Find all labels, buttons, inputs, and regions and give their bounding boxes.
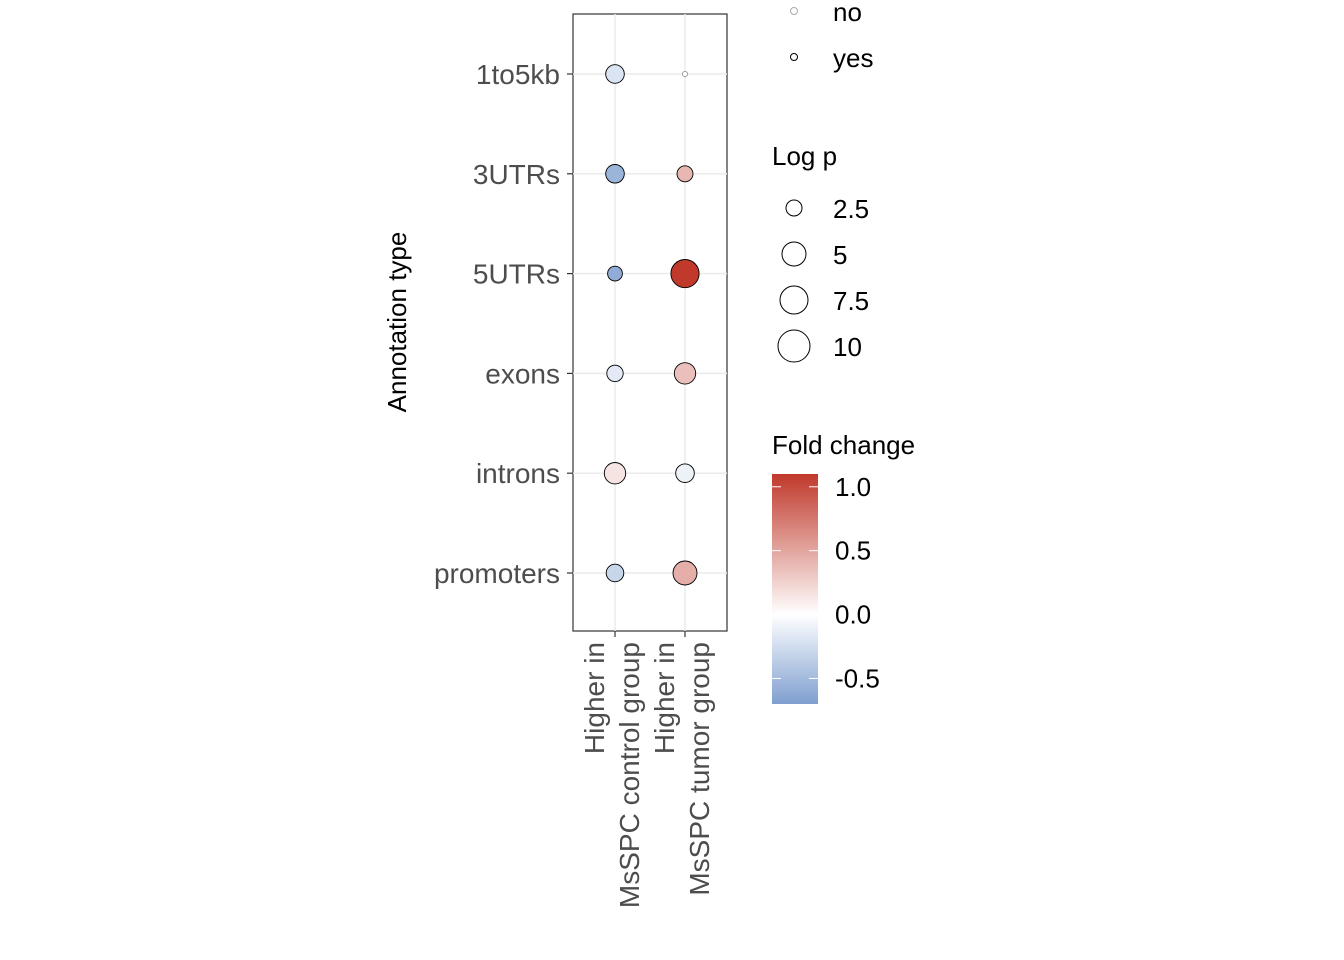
log-p-legend-title: Log p [772, 141, 837, 171]
point-promoters-1 [672, 560, 698, 586]
point-1to5kb-1 [681, 70, 689, 78]
x-tick-label-line2: MsSPC control group [614, 642, 645, 908]
significance-key-yes [790, 53, 798, 61]
log-p-key-3 [777, 329, 811, 363]
x-tick-label: Higher in MsSPC control group [579, 642, 645, 908]
log-p-label: 2.5 [833, 194, 869, 224]
point-introns-1 [675, 463, 695, 483]
point-exons-1 [673, 362, 697, 385]
log-p-label: 5 [833, 240, 847, 270]
colorbar-tick-label: -0.5 [835, 663, 880, 693]
x-tick-label: Higher in MsSPC tumor group [649, 642, 715, 896]
y-tick-label: 1to5kb [476, 59, 560, 90]
y-tick-label: exons [485, 358, 560, 389]
y-tick-label: 5UTRs [473, 259, 560, 290]
y-tick-label: promoters [434, 558, 560, 589]
fold-change-legend-title: Fold change [772, 430, 915, 460]
point-1to5kb-0 [605, 64, 625, 84]
significance-key-no [790, 7, 798, 15]
y-tick-label: introns [476, 458, 560, 489]
point-5utrs-0 [607, 265, 623, 282]
log-p-key-0 [785, 199, 803, 217]
log-p-label: 7.5 [833, 286, 869, 316]
y-tick-label: 3UTRs [473, 159, 560, 190]
y-axis: 1to5kb 3UTRs 5UTRs exons introns promoters [434, 59, 573, 589]
point-3utrs-0 [605, 164, 625, 184]
significance-label-yes: yes [833, 43, 873, 73]
y-axis-title: Annotation type [382, 232, 412, 413]
significance-label-no: no [833, 0, 862, 27]
point-3utrs-1 [676, 165, 694, 183]
point-promoters-0 [605, 563, 625, 583]
colorbar-tick-label: 0.5 [835, 536, 871, 566]
log-p-legend: Log p 2.5 5 7.5 10 [772, 141, 869, 363]
point-5utrs-1 [670, 259, 700, 289]
log-p-key-2 [779, 285, 809, 315]
plot-panel [572, 13, 728, 632]
point-exons-0 [606, 364, 624, 383]
x-axis: Higher in MsSPC control group Higher in MsS… [579, 631, 715, 908]
grid-lines [573, 14, 727, 631]
point-introns-0 [603, 462, 627, 485]
significance-legend: no yes [790, 0, 873, 73]
colorbar-tick-label: 0.0 [835, 600, 871, 630]
x-tick-label-line1: Higher in [579, 642, 610, 754]
x-tick-label-line1: Higher in [649, 642, 680, 754]
data-points [603, 64, 700, 586]
log-p-label: 10 [833, 332, 862, 362]
fold-change-colorbar [772, 474, 818, 704]
colorbar-tick-label: 1.0 [835, 472, 871, 502]
log-p-key-1 [781, 241, 807, 267]
fold-change-legend: Fold change 1.0 0.5 0.0 -0.5 [772, 430, 915, 704]
x-tick-label-line2: MsSPC tumor group [684, 642, 715, 896]
